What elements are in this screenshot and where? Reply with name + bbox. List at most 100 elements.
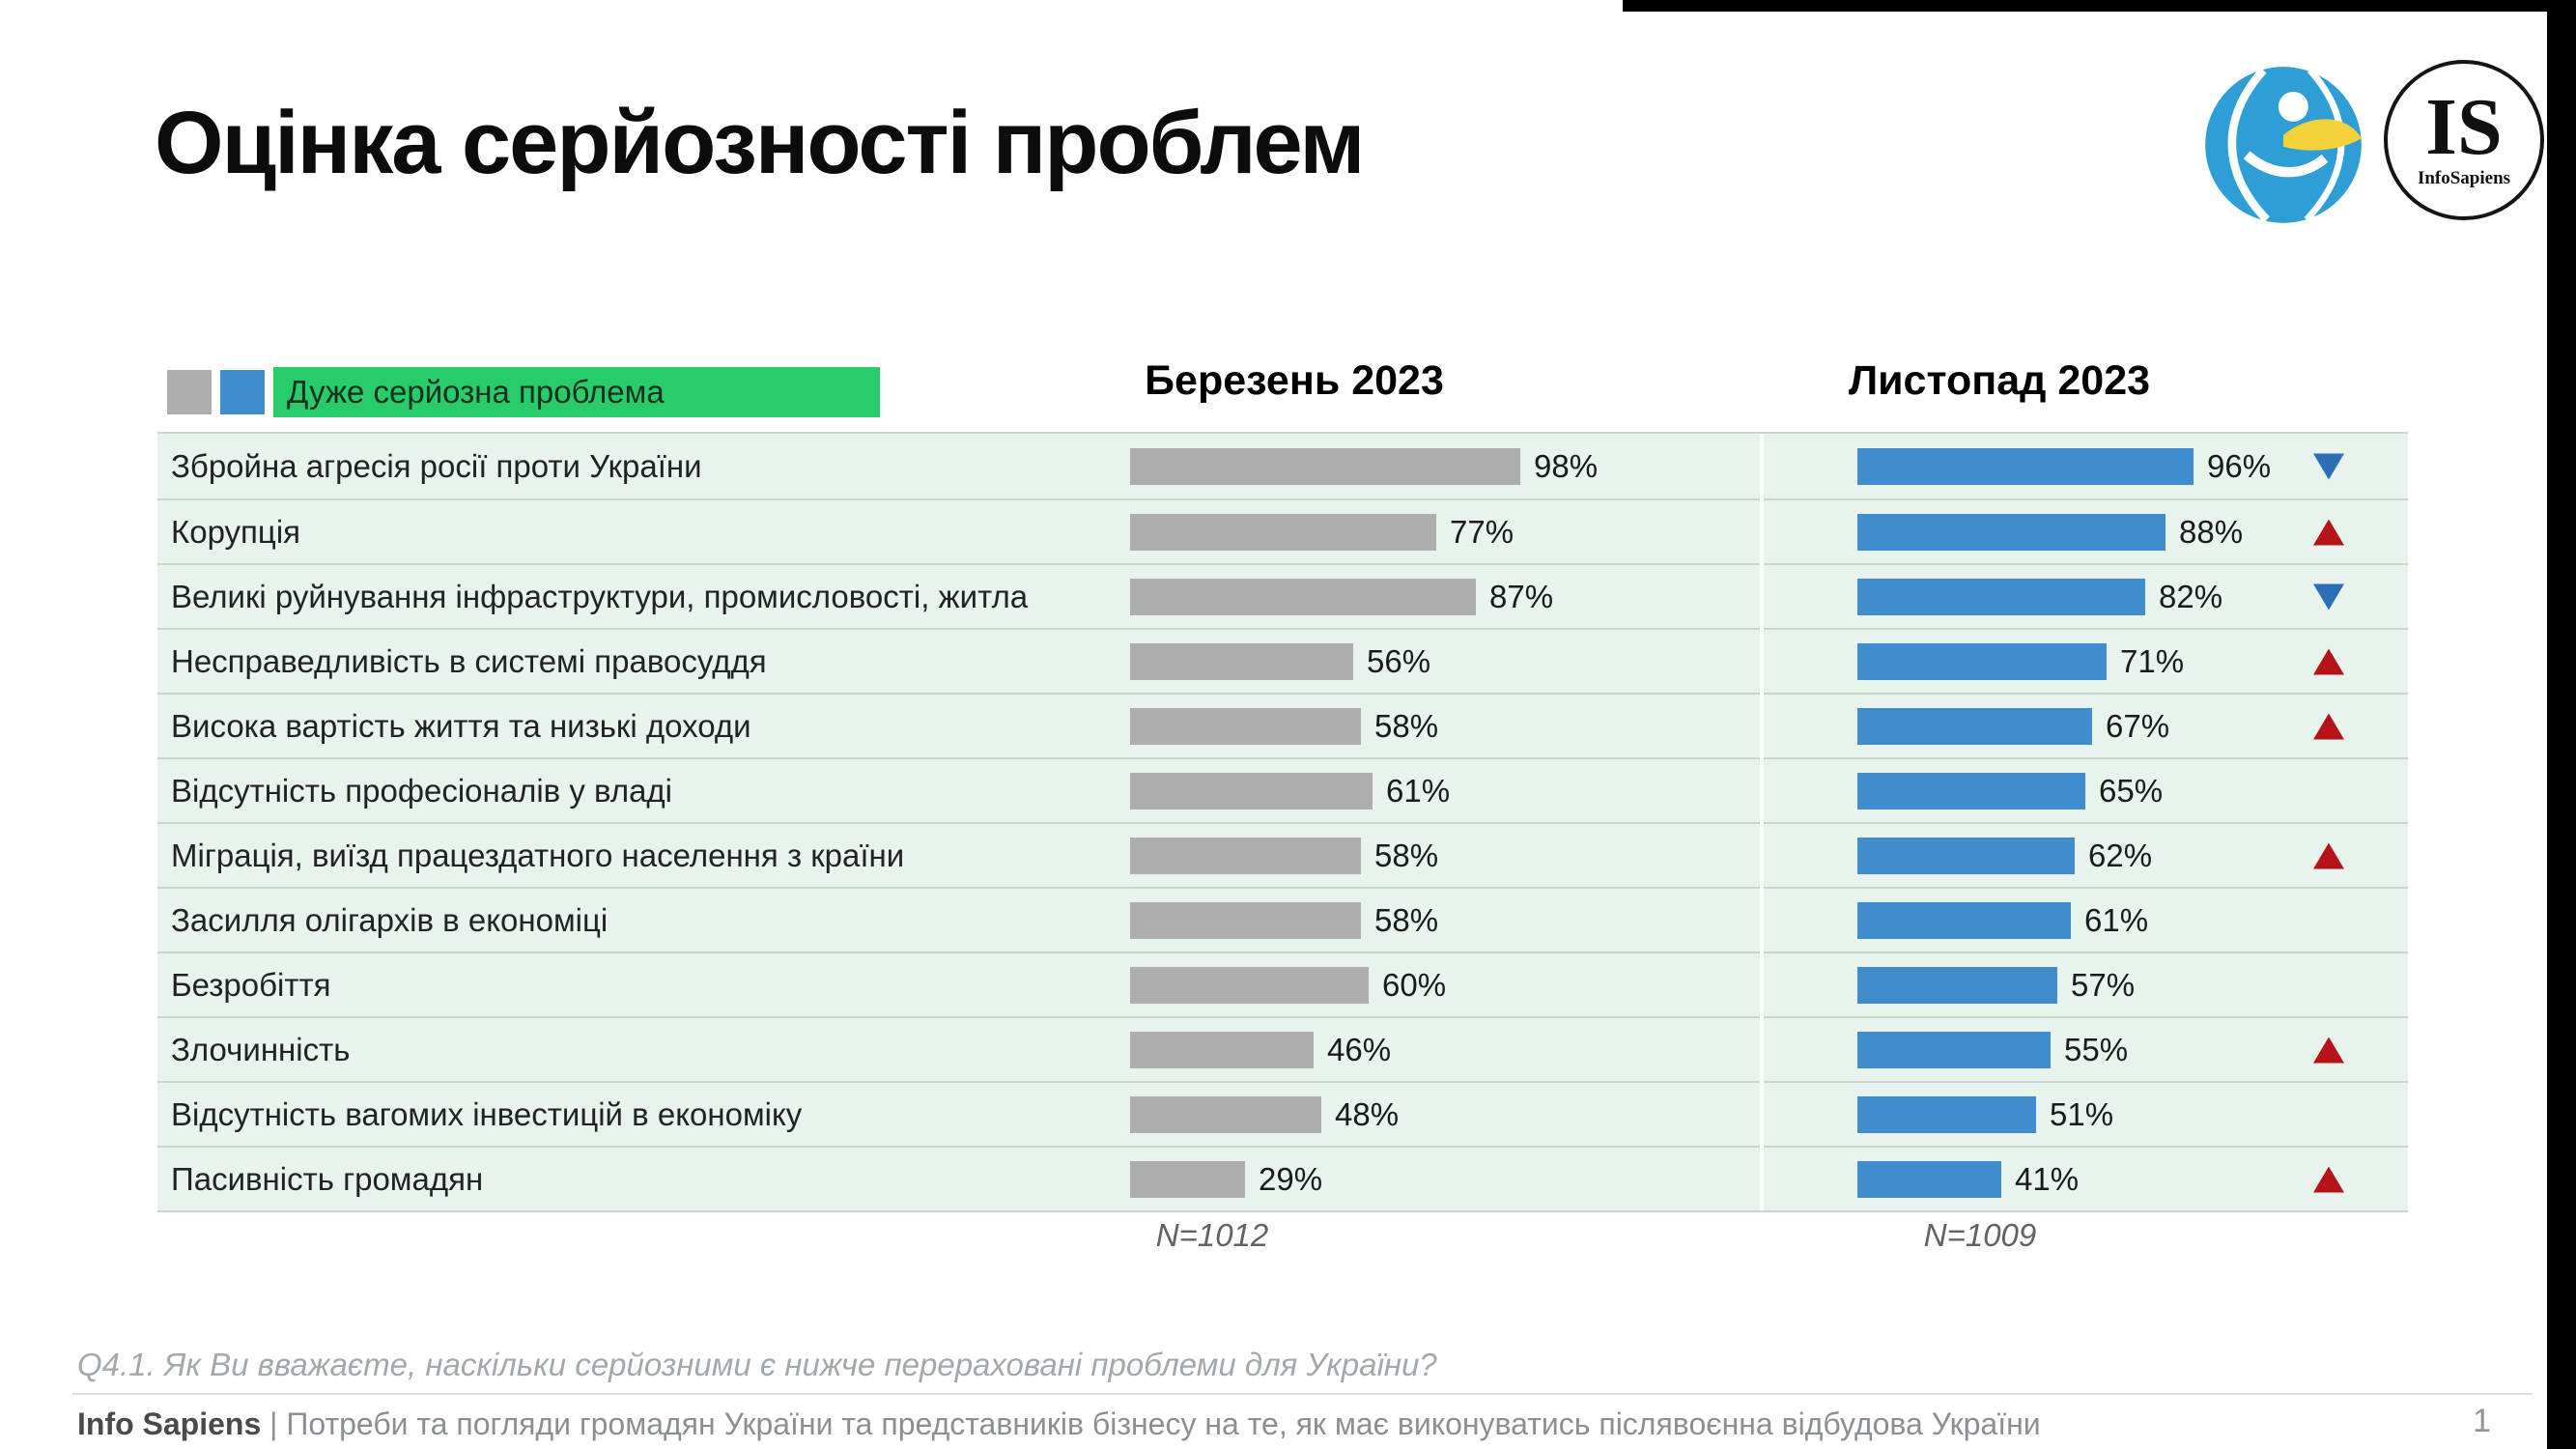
top-edge-bar bbox=[1623, 0, 2576, 12]
november-bar bbox=[1857, 1160, 2001, 1198]
march-bar bbox=[1130, 1095, 1321, 1133]
table-row: Засилля олігархів в економіці 58% 61% bbox=[157, 887, 2408, 952]
row-label: Висока вартість життя та низькі доходи bbox=[171, 707, 751, 744]
table-row: Безробіття 60% 57% bbox=[157, 952, 2408, 1016]
november-value: 62% bbox=[2088, 837, 2153, 873]
march-value: 58% bbox=[1374, 837, 1439, 873]
march-bar bbox=[1130, 1031, 1314, 1068]
footer-source-description: | Потреби та погляди громадян України та… bbox=[261, 1406, 2041, 1441]
row-label: Збройна агресія росії проти України bbox=[171, 447, 702, 484]
trend-down-icon bbox=[2313, 453, 2344, 479]
march-bar bbox=[1130, 772, 1373, 810]
row-label: Безробіття bbox=[171, 966, 331, 1003]
column-divider bbox=[1760, 434, 1764, 1210]
question-text: Q4.1. Як Ви вважаєте, наскільки серйозни… bbox=[77, 1347, 1437, 1382]
march-value: 60% bbox=[1382, 966, 1447, 1003]
november-value: 88% bbox=[2179, 513, 2244, 550]
march-bar bbox=[1130, 966, 1369, 1004]
march-bar bbox=[1130, 578, 1476, 615]
november-value: 41% bbox=[2015, 1160, 2080, 1197]
right-edge-bar bbox=[2547, 0, 2576, 1449]
row-label: Великі руйнування інфраструктури, промис… bbox=[171, 578, 1029, 614]
row-label: Засилля олігархів в економіці bbox=[171, 901, 609, 938]
trend-up-icon bbox=[2313, 842, 2344, 868]
is-monogram: IS bbox=[2425, 82, 2503, 173]
table-row: Збройна агресія росії проти України 98% 96… bbox=[157, 434, 2408, 498]
march-bar bbox=[1130, 513, 1436, 551]
november-bar bbox=[1857, 447, 2194, 485]
trend-up-icon bbox=[2313, 519, 2344, 545]
november-value: 67% bbox=[2106, 707, 2170, 744]
november-bar bbox=[1857, 578, 2145, 615]
march-bar bbox=[1130, 837, 1361, 874]
legend: Дуже серйозна проблема bbox=[167, 367, 880, 417]
row-label: Пасивність громадян bbox=[171, 1160, 484, 1197]
march-value: 98% bbox=[1534, 447, 1599, 484]
november-bar bbox=[1857, 707, 2092, 745]
column-header-november: Листопад 2023 bbox=[1848, 357, 2151, 404]
table-row: Корупція 77% 88% bbox=[157, 498, 2408, 563]
march-value: 46% bbox=[1327, 1031, 1392, 1067]
table-row: Відсутність професіоналів у владі 61% 65% bbox=[157, 757, 2408, 822]
table-row: Відсутність вагомих інвестицій в економі… bbox=[157, 1081, 2408, 1146]
march-value: 77% bbox=[1450, 513, 1514, 550]
footer-divider bbox=[72, 1393, 2533, 1395]
march-bar bbox=[1130, 642, 1353, 680]
row-label: Відсутність вагомих інвестицій в економі… bbox=[171, 1095, 803, 1132]
november-value: 82% bbox=[2159, 578, 2223, 614]
infosapiens-globe-logo bbox=[2200, 62, 2366, 228]
march-value: 29% bbox=[1259, 1160, 1323, 1197]
table-row: Великі руйнування інфраструктури, промис… bbox=[157, 563, 2408, 628]
table-row: Злочинність 46% 55% bbox=[157, 1016, 2408, 1081]
row-label: Корупція bbox=[171, 513, 301, 550]
trend-up-icon bbox=[2313, 648, 2344, 674]
november-value: 61% bbox=[2084, 901, 2149, 938]
footer: Info Sapiens | Потреби та погляди громад… bbox=[77, 1406, 2041, 1442]
march-value: 87% bbox=[1489, 578, 1554, 614]
row-label: Несправедливість в системі правосуддя bbox=[171, 642, 767, 679]
march-bar bbox=[1130, 447, 1520, 485]
november-bar bbox=[1857, 901, 2071, 939]
march-value: 58% bbox=[1374, 901, 1439, 938]
legend-label: Дуже серйозна проблема bbox=[287, 374, 665, 410]
november-bar bbox=[1857, 837, 2075, 874]
march-value: 56% bbox=[1367, 642, 1431, 679]
page-number: 1 bbox=[2473, 1403, 2491, 1439]
table-row: Несправедливість в системі правосуддя 56%… bbox=[157, 628, 2408, 693]
november-value: 51% bbox=[2050, 1095, 2114, 1132]
november-value: 55% bbox=[2064, 1031, 2129, 1067]
n-label-november: N=1009 bbox=[1923, 1217, 2037, 1253]
trend-up-icon bbox=[2313, 713, 2344, 739]
trend-down-icon bbox=[2313, 583, 2344, 610]
chart-table: Збройна агресія росії проти України 98% 96… bbox=[157, 432, 2408, 1212]
march-value: 61% bbox=[1386, 772, 1451, 809]
march-bar bbox=[1130, 707, 1361, 745]
infosapiens-is-logo: IS InfoSapiens bbox=[2384, 60, 2544, 220]
column-header-march: Березень 2023 bbox=[1145, 357, 1444, 404]
november-bar bbox=[1857, 1095, 2036, 1133]
november-bar bbox=[1857, 966, 2057, 1004]
november-bar bbox=[1857, 642, 2107, 680]
march-bar bbox=[1130, 901, 1361, 939]
trend-up-icon bbox=[2313, 1166, 2344, 1192]
table-row: Пасивність громадян 29% 41% bbox=[157, 1146, 2408, 1210]
legend-label-box: Дуже серйозна проблема bbox=[273, 367, 880, 417]
november-value: 57% bbox=[2071, 966, 2136, 1003]
page-title: Оцінка серйозності проблем bbox=[155, 94, 1365, 192]
november-value: 65% bbox=[2099, 772, 2164, 809]
march-value: 58% bbox=[1374, 707, 1439, 744]
november-bar bbox=[1857, 772, 2085, 810]
table-row: Міграція, виїзд працездатного населення … bbox=[157, 822, 2408, 887]
row-label: Злочинність bbox=[171, 1031, 351, 1067]
legend-gray-swatch bbox=[167, 370, 212, 414]
table-row: Висока вартість життя та низькі доходи 58… bbox=[157, 693, 2408, 757]
november-value: 71% bbox=[2120, 642, 2185, 679]
n-label-march: N=1012 bbox=[1155, 1217, 1269, 1253]
november-bar bbox=[1857, 513, 2166, 551]
march-value: 48% bbox=[1335, 1095, 1400, 1132]
is-logo-subtext: InfoSapiens bbox=[2417, 167, 2511, 188]
trend-up-icon bbox=[2313, 1037, 2344, 1063]
march-bar bbox=[1130, 1160, 1245, 1198]
globe-icon bbox=[2205, 67, 2362, 223]
footer-source-name: Info Sapiens bbox=[77, 1406, 262, 1441]
